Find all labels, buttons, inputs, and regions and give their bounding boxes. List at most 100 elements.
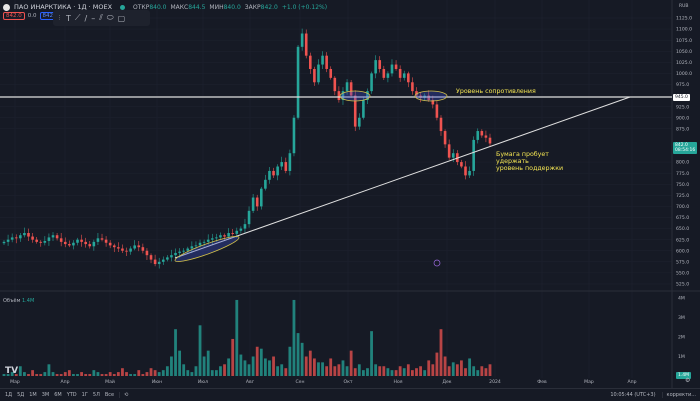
- candle: [108, 242, 112, 246]
- highlight-ellipse[interactable]: [414, 90, 448, 102]
- range-5y[interactable]: 5Л: [92, 392, 100, 398]
- time-tick-label: Окт: [343, 379, 352, 385]
- support-annotation[interactable]: Бумага пробует удержать уровень поддержк…: [496, 151, 563, 172]
- candle: [51, 235, 55, 238]
- resistance-price-tag: 945.0: [673, 94, 690, 101]
- candle: [178, 251, 181, 253]
- candle: [243, 224, 247, 229]
- volume-bar: [182, 364, 186, 376]
- volume-bar: [284, 368, 288, 376]
- volume-bar: [219, 366, 222, 376]
- volume-bar: [321, 362, 324, 376]
- range-all[interactable]: Все: [104, 392, 115, 398]
- price-tick-label: 1000.0: [676, 71, 692, 77]
- price-chart[interactable]: 1125.0 1100.0 1075.0 1050.0 1025.0 1000.0 975.…: [0, 0, 700, 388]
- volume-bar: [460, 360, 463, 376]
- open-label: ОТКР: [133, 3, 150, 11]
- volume-bar: [51, 372, 55, 376]
- support-trendline[interactable]: [174, 96, 631, 259]
- highlight-ellipse[interactable]: [339, 90, 371, 102]
- candle: [227, 233, 230, 237]
- volume-bar: [329, 358, 333, 376]
- price-tick-label: 650.0: [676, 226, 689, 232]
- candle: [394, 64, 398, 69]
- symbol-header: ПАО ИНАРКТИКА · 1Д · MOEX ОТКР840.0 МАКС…: [3, 3, 327, 11]
- adjust-button[interactable]: корректи...: [661, 392, 696, 398]
- volume-bar: [419, 366, 422, 376]
- trendline-icon[interactable]: /: [84, 13, 88, 23]
- candle: [472, 139, 475, 171]
- volume-bar: [133, 374, 137, 376]
- bottom-toolbar: 1Д 5Д 1М 3М 6М YTD 1Г 5Л Все ⟲ 10:05:44 …: [0, 388, 700, 401]
- volume-bar: [447, 366, 451, 376]
- sell-button[interactable]: 842.0: [3, 12, 25, 20]
- parallel-channel-icon[interactable]: ⫽: [99, 13, 103, 22]
- volume-bar: [149, 368, 153, 376]
- candle: [55, 235, 59, 239]
- volume-bar: [292, 299, 296, 376]
- grip-icon[interactable]: ⋮: [57, 15, 62, 21]
- time-tick-label: Дек: [442, 379, 451, 385]
- settings-icon[interactable]: ⚙: [685, 377, 691, 384]
- candle: [251, 197, 255, 211]
- candle: [366, 91, 369, 101]
- candle: [276, 166, 279, 176]
- volume-bar: [2, 374, 6, 376]
- range-ytd[interactable]: YTD: [66, 392, 77, 398]
- time-tick-label: Мар: [10, 379, 20, 385]
- volume-bar: [411, 370, 414, 376]
- resistance-annotation[interactable]: Уровень сопротивления: [456, 88, 536, 95]
- candle: [296, 46, 300, 118]
- candle: [443, 131, 447, 145]
- volume-bar: [341, 360, 345, 376]
- horizontal-line-icon[interactable]: –: [91, 13, 96, 23]
- volume-bar: [263, 358, 267, 376]
- candle: [198, 242, 202, 246]
- tradingview-logo[interactable]: TV: [5, 366, 19, 376]
- price-tick-label: 550.0: [676, 270, 689, 276]
- range-6m[interactable]: 6М: [54, 392, 62, 398]
- price-tick-label: 925.0: [676, 104, 689, 110]
- candle: [215, 237, 218, 239]
- volume-bar: [390, 370, 394, 376]
- range-5d[interactable]: 5Д: [17, 392, 25, 398]
- market-open-icon: [120, 4, 126, 10]
- price-tick-label: 800.0: [676, 160, 689, 166]
- range-1d[interactable]: 1Д: [5, 392, 13, 398]
- volume-tick-label: 3M: [678, 315, 685, 321]
- volume-bar: [374, 364, 378, 376]
- event-marker-icon[interactable]: [433, 259, 441, 267]
- symbol-title[interactable]: ПАО ИНАРКТИКА · 1Д · MOEX: [14, 3, 113, 11]
- range-1m[interactable]: 1М: [29, 392, 37, 398]
- brush-icon[interactable]: ⟋: [74, 13, 81, 22]
- volume-bar: [112, 374, 116, 376]
- clock[interactable]: 10:05:44 (UTC+3): [610, 392, 656, 398]
- candle: [231, 233, 235, 234]
- candle: [166, 257, 169, 260]
- volume-bar: [357, 364, 361, 376]
- candle: [31, 236, 34, 240]
- rectangle-icon[interactable]: ▢: [117, 13, 126, 23]
- volume-bar: [223, 364, 226, 376]
- volume-tick-label: 4M: [678, 296, 685, 302]
- drawing-toolbar: ⋮ T ⟋ / – ⫽ ⬭ ▢: [53, 10, 150, 26]
- range-3m[interactable]: 3М: [41, 392, 50, 398]
- range-1y[interactable]: 1Г: [81, 392, 88, 398]
- time-tick-label: Авг: [246, 379, 255, 385]
- time-tick-label: Апр: [60, 379, 69, 385]
- candle: [27, 233, 30, 237]
- candle: [6, 239, 10, 242]
- candle: [292, 117, 296, 154]
- candle: [402, 73, 406, 78]
- candle: [382, 68, 386, 78]
- volume-bar: [84, 374, 88, 376]
- currency-selector[interactable]: RUB: [679, 4, 689, 9]
- goto-date-icon[interactable]: ⟲: [119, 392, 128, 398]
- ellipse-icon[interactable]: ⬭: [106, 13, 114, 22]
- highlight-ellipse[interactable]: [173, 233, 240, 266]
- candle: [370, 73, 373, 92]
- last-price-tag: 842.0 08:54:16: [673, 142, 698, 154]
- text-icon[interactable]: T: [66, 13, 71, 23]
- volume-bar: [100, 374, 104, 376]
- candle: [321, 55, 324, 65]
